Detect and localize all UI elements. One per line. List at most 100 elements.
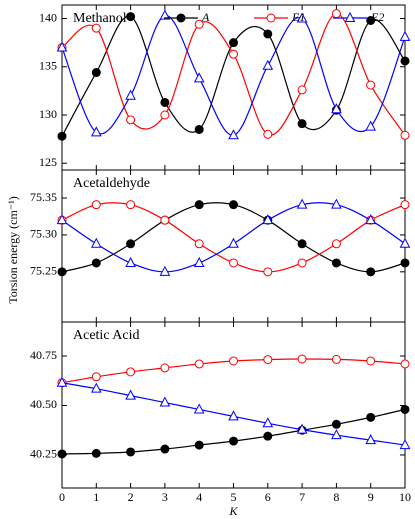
marker	[366, 80, 376, 90]
marker	[194, 440, 204, 450]
marker	[228, 129, 239, 140]
x-tick-label: 5	[231, 490, 237, 504]
marker	[263, 355, 273, 365]
legend-label: A	[201, 10, 210, 24]
marker	[229, 49, 238, 59]
marker	[160, 215, 170, 225]
marker	[91, 23, 101, 33]
marker	[365, 434, 377, 445]
marker	[331, 103, 342, 114]
marker	[90, 382, 102, 393]
x-tick-label: 2	[128, 490, 134, 504]
x-tick-label: 6	[265, 490, 271, 504]
marker	[194, 124, 204, 134]
y-tick-label: 140	[39, 10, 57, 24]
marker	[296, 423, 308, 434]
marker	[366, 412, 376, 422]
panel-title: Acetaldehyde	[73, 176, 150, 191]
marker	[126, 239, 136, 249]
marker	[57, 267, 67, 277]
marker	[262, 214, 274, 225]
marker	[366, 267, 376, 277]
marker	[160, 97, 170, 107]
legend-marker	[176, 13, 186, 23]
x-tick-label: 0	[59, 490, 65, 504]
legend-marker	[344, 11, 356, 22]
marker	[296, 12, 308, 23]
marker	[194, 359, 204, 369]
marker	[160, 363, 170, 373]
marker	[57, 131, 67, 141]
marker	[91, 68, 101, 78]
marker	[125, 256, 136, 267]
y-tick-label: 40.50	[30, 397, 57, 411]
marker	[159, 396, 171, 407]
marker	[90, 126, 102, 137]
legend-label: E2	[370, 10, 384, 24]
panel-frame	[61, 4, 406, 171]
marker	[263, 267, 273, 277]
y-tick-label: 130	[39, 107, 57, 121]
marker	[400, 200, 410, 210]
marker	[126, 12, 136, 22]
legend-marker	[266, 13, 276, 23]
marker	[400, 404, 410, 414]
x-tick-label: 4	[196, 490, 202, 504]
x-tick-label: 10	[399, 490, 411, 504]
marker	[160, 444, 170, 454]
marker	[56, 376, 68, 387]
marker	[56, 41, 68, 52]
marker	[331, 354, 341, 364]
marker	[229, 38, 238, 48]
y-tick-label: 75.30	[30, 227, 57, 241]
series-line	[61, 13, 406, 136]
marker	[399, 438, 411, 450]
series-line	[61, 15, 406, 136]
marker	[262, 417, 274, 428]
marker	[400, 258, 410, 268]
marker	[400, 359, 410, 369]
marker	[297, 239, 307, 249]
marker	[159, 9, 171, 20]
marker	[263, 29, 273, 39]
series-line	[61, 15, 406, 137]
marker	[399, 237, 411, 248]
x-tick-label: 3	[162, 490, 168, 504]
y-tick-label: 75.25	[30, 264, 57, 278]
marker	[262, 59, 274, 70]
panel-title: Acetic Acid	[73, 328, 139, 343]
x-tick-label: 7	[299, 490, 305, 504]
marker	[296, 198, 308, 209]
y-tick-label: 125	[39, 155, 57, 169]
marker	[366, 356, 376, 366]
marker	[126, 200, 136, 210]
marker	[194, 200, 204, 210]
marker	[331, 419, 341, 429]
marker	[400, 130, 410, 140]
marker	[400, 56, 410, 66]
marker	[193, 256, 205, 267]
marker	[297, 354, 307, 364]
marker	[228, 237, 239, 248]
marker	[297, 119, 307, 129]
marker	[263, 129, 273, 139]
marker	[366, 15, 376, 25]
legend-label: E1	[291, 10, 305, 24]
marker	[90, 237, 102, 248]
marker	[263, 431, 273, 441]
marker	[126, 367, 136, 377]
marker	[331, 258, 341, 268]
marker	[331, 239, 341, 249]
marker	[159, 265, 171, 276]
marker	[125, 89, 136, 100]
y-tick-label: 135	[39, 59, 57, 73]
x-axis-label: K	[228, 504, 238, 518]
marker	[160, 110, 170, 120]
marker	[57, 449, 67, 459]
panel-frame	[61, 321, 406, 489]
marker	[91, 258, 101, 268]
x-tick-label: 9	[368, 490, 374, 504]
y-tick-label: 75.35	[30, 190, 57, 204]
marker	[399, 30, 411, 41]
y-axis-label: Torsion energy (cm⁻¹)	[6, 196, 20, 304]
